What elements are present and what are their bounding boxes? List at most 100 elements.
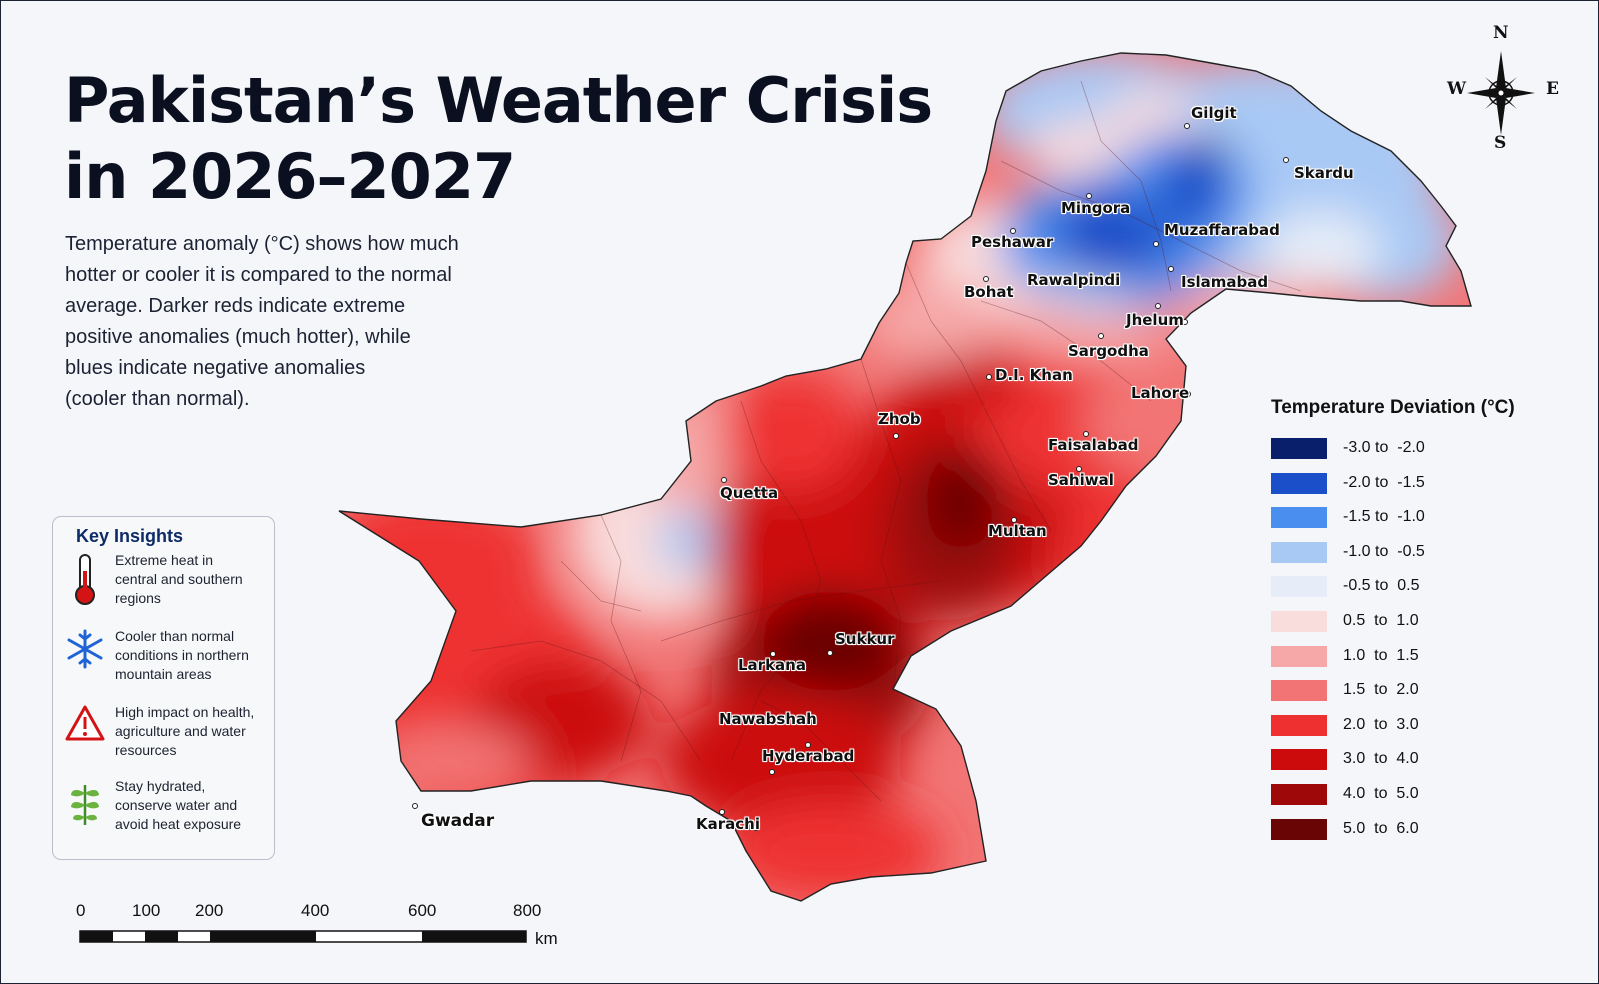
city-label-gilgit: Gilgit [1191, 104, 1237, 122]
city-marker [769, 769, 775, 775]
scale-tick-label: 100 [132, 901, 161, 920]
legend-item: 1.5 to 2.0 [1271, 680, 1491, 704]
legend-label: 3.0 to 4.0 [1343, 750, 1419, 768]
city-label-karachi: Karachi [696, 815, 760, 833]
scale-tick-label: 400 [301, 901, 330, 920]
description-line: positive anomalies (much hotter), while [65, 326, 411, 348]
insight-item: Cooler than normal conditions in norther… [65, 627, 270, 687]
insight-item: Extreme heat in central and southern reg… [65, 551, 270, 611]
legend-item: -3.0 to -2.0 [1271, 438, 1491, 462]
compass-east: E [1546, 79, 1559, 99]
city-marker [1155, 303, 1161, 309]
legend-item: 5.0 to 6.0 [1271, 818, 1491, 843]
city-marker [1098, 333, 1104, 339]
legend-swatch [1271, 611, 1327, 632]
country-border [338, 52, 1472, 902]
legend-swatch [1271, 749, 1327, 771]
legend-item: 1.0 to 1.5 [1271, 645, 1491, 670]
description-line: Temperature anomaly (°C) shows how much [65, 233, 459, 255]
city-label-larkana: Larkana [738, 656, 806, 674]
city-label-islamabad: Islamabad [1181, 273, 1269, 291]
compass-rose-icon [1467, 51, 1535, 135]
city-marker [893, 433, 899, 439]
legend-label: -2.0 to -1.5 [1343, 473, 1425, 491]
legend-label: -3.0 to -2.0 [1343, 439, 1425, 456]
legend-item: 4.0 to 5.0 [1271, 784, 1491, 808]
city-label-nawabshah: Nawabshah [719, 710, 817, 728]
description-line: (cooler than normal). [65, 388, 250, 410]
legend-item: -1.0 to -0.5 [1271, 541, 1491, 566]
city-label-mingora: Mingora [1061, 199, 1131, 217]
city-label-bohat: Bohat [964, 283, 1014, 301]
plant-icon [71, 785, 99, 825]
legend-label: -1.0 to -0.5 [1343, 542, 1425, 560]
description-line: blues indicate negative anomalies [65, 357, 366, 379]
city-label-muzaffarabad: Muzaffarabad [1164, 221, 1280, 239]
legend-swatch [1271, 507, 1327, 529]
city-label-quetta: Quetta [720, 484, 779, 502]
city-label-sargodha: Sargodha [1068, 342, 1149, 360]
city-marker [1076, 466, 1082, 472]
insight-text: Stay hydrated, conserve water and avoid … [115, 778, 242, 832]
legend-swatch [1271, 714, 1327, 736]
scale-tick-label: 800 [513, 901, 542, 920]
city-marker [1182, 319, 1188, 325]
title-line: in 2026–2027 [64, 140, 516, 213]
city-label-skardu: Skardu [1294, 164, 1354, 182]
legend-item: -1.5 to -1.0 [1271, 507, 1491, 531]
city-marker [721, 477, 727, 483]
legend-label: 0.5 to 1.0 [1343, 612, 1419, 629]
legend-swatch [1271, 438, 1327, 459]
legend-swatch [1271, 680, 1327, 702]
city-marker [1011, 517, 1017, 523]
city-marker [770, 651, 776, 657]
city-marker [1010, 228, 1016, 234]
city-label-sukkur: Sukkur [835, 630, 895, 648]
city-marker [1112, 279, 1118, 285]
legend-label: 2.0 to 3.0 [1343, 715, 1419, 733]
city-label-lahore: Lahore [1131, 384, 1190, 402]
title-line: Pakistan’s Weather Crisis [64, 64, 933, 137]
legend-swatch [1271, 645, 1327, 667]
description-line: average. Darker reds indicate extreme [65, 295, 406, 317]
city-label-hyderabad: Hyderabad [762, 747, 855, 765]
city-marker [805, 742, 811, 748]
legend-item: -2.0 to -1.5 [1271, 472, 1491, 497]
city-label-peshawar: Peshawar [971, 233, 1054, 251]
key-insights-panel: Key Insights Extreme heat in central and… [52, 516, 275, 860]
city-marker [1185, 391, 1191, 397]
city-marker [1086, 193, 1092, 199]
city-marker [983, 276, 989, 282]
legend-label: 1.0 to 1.5 [1343, 646, 1419, 664]
insight-text: High impact on health, agriculture and w… [115, 704, 255, 758]
insight-item: High impact on health, agriculture and w… [65, 703, 270, 763]
scale-bar [79, 930, 527, 943]
insight-text: Extreme heat in central and southern reg… [115, 552, 243, 606]
compass-west: W [1447, 79, 1467, 99]
city-marker [719, 809, 725, 815]
legend-label: 5.0 to 6.0 [1343, 819, 1419, 837]
city-marker [1153, 241, 1159, 247]
city-marker [1283, 157, 1289, 163]
legend-swatch [1271, 784, 1327, 805]
legend-label: 1.5 to 2.0 [1343, 681, 1419, 699]
compass-north: N [1493, 23, 1509, 43]
city-marker [1184, 123, 1190, 129]
scale-tick-label: 600 [408, 901, 437, 920]
legend-swatch [1271, 472, 1327, 494]
legend-label: 4.0 to 5.0 [1343, 785, 1419, 802]
legend-swatch [1271, 818, 1327, 840]
compass-south: S [1494, 133, 1507, 153]
snowflake-icon [67, 629, 103, 669]
description-line: hotter or cooler it is compared to the n… [65, 264, 452, 286]
description: Temperature anomaly (°C) shows how much … [65, 229, 505, 415]
insights-title: Key Insights [76, 526, 184, 546]
thermometer-icon [75, 554, 95, 605]
legend-label: -1.5 to -1.0 [1343, 508, 1425, 526]
city-label-faisalabad: Faisalabad [1048, 436, 1139, 454]
scale-tick-label: 200 [195, 901, 224, 920]
legend-item: 3.0 to 4.0 [1271, 749, 1491, 773]
legend-item: 0.5 to 1.0 [1271, 611, 1491, 635]
